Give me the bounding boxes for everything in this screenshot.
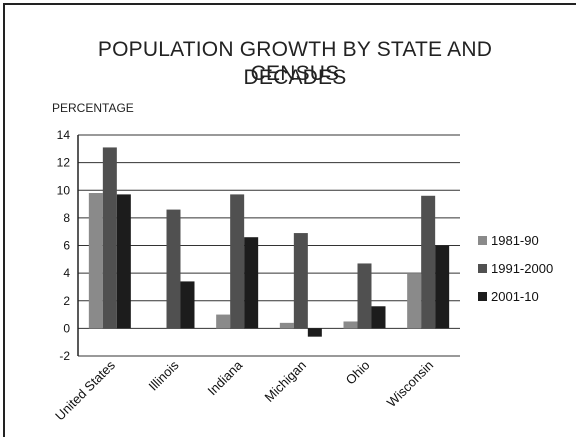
legend-swatch <box>478 264 487 273</box>
y-tick-label: 8 <box>63 211 70 225</box>
chart-title-line-2: DECADES <box>243 66 347 89</box>
bar <box>230 194 245 329</box>
y-axis-label: PERCENTAGE <box>52 101 134 115</box>
bar <box>279 322 294 329</box>
bar <box>166 209 181 329</box>
bar <box>343 321 358 329</box>
legend-swatch <box>478 236 487 245</box>
x-tick-label: Michigan <box>262 358 309 405</box>
y-tick-label: 6 <box>63 239 70 253</box>
x-tick-label: Ohio <box>343 358 373 388</box>
bar <box>357 263 372 329</box>
bar <box>307 328 322 337</box>
legend-label: 1981-90 <box>491 233 539 248</box>
bar <box>421 195 436 329</box>
legend-label: 2001-10 <box>491 289 539 304</box>
y-tick-label: 4 <box>63 266 70 280</box>
chart-title-line-1: POPULATION GROWTH BY STATE AND CENSUS <box>97 38 493 85</box>
x-tick-label: Indiana <box>205 357 246 398</box>
bar <box>116 194 131 329</box>
y-tick-label: 14 <box>57 128 71 142</box>
y-tick-label: 10 <box>57 183 71 197</box>
y-tick-label: 12 <box>57 156 71 170</box>
x-tick-label: Illinois <box>145 357 182 394</box>
y-tick-label: 0 <box>63 321 70 335</box>
legend-label: 1991-2000 <box>491 261 553 276</box>
bar <box>293 233 308 329</box>
bar <box>180 281 195 329</box>
bar <box>371 306 386 329</box>
slide-frame <box>3 3 576 437</box>
y-tick-label: 2 <box>63 294 70 308</box>
bar <box>88 193 103 329</box>
bar <box>102 147 117 329</box>
legend-swatch <box>478 292 487 301</box>
bar <box>407 273 422 329</box>
bar <box>244 237 259 329</box>
y-tick-label: -2 <box>59 349 70 363</box>
bar <box>435 245 450 329</box>
x-tick-label: United States <box>52 357 118 423</box>
x-tick-label: Wisconsin <box>384 358 437 411</box>
bar <box>216 314 231 329</box>
